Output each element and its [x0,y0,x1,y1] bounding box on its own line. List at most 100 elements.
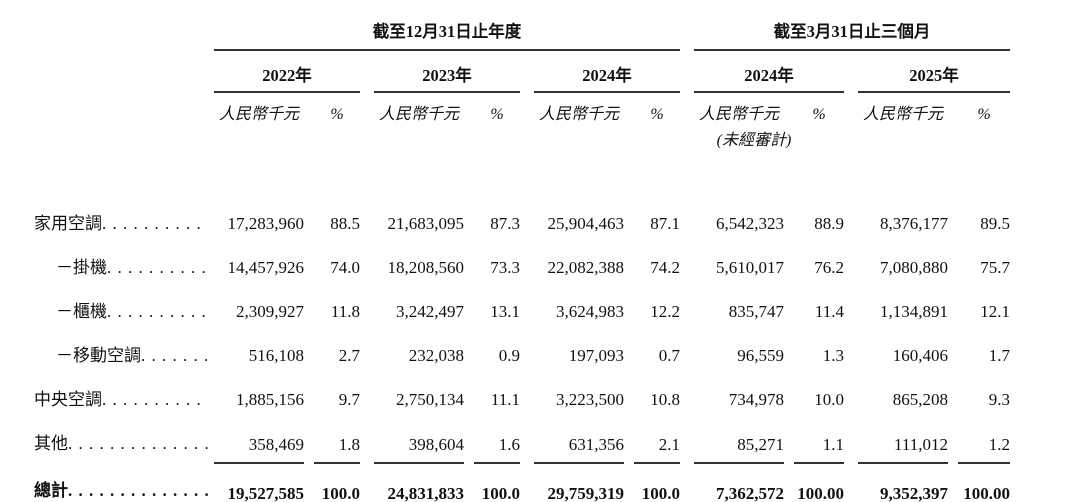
value-cell: 18,208,560 [387,258,465,277]
value-cell: 5,610,017 [716,258,784,277]
dot-leader [107,302,208,322]
value-cell: 160,406 [892,346,948,365]
value-cell: 3,223,500 [556,390,624,409]
year-column-header: 2023年 [374,50,520,93]
year-column-header: 2024年 [694,50,844,93]
percent-cell: 1.7 [988,346,1011,365]
row-label: －掛機 [56,258,107,277]
percent-cell: 74.0 [330,258,360,277]
percent-cell: 9.7 [338,390,360,409]
percent-cell: 88.5 [330,214,360,233]
total-row: 總計 19,527,585 100.0 24,831,833 100.0 29,759,3… [34,463,1011,502]
row-label: 中央空調 [34,390,102,409]
unaudited-note: (未經審計) [716,132,792,149]
value-cell: 17,283,960 [227,214,305,233]
percent-header: % [330,106,344,123]
value-cell: 14,457,926 [227,258,305,277]
dot-leader [141,346,208,366]
value-cell: 85,271 [694,419,784,464]
currency-unit-header: 人民幣千元 [862,106,943,123]
percent-cell: 2.7 [338,346,360,365]
unit-header-row: 人民幣千元 % 人民幣千元 % 人民幣千元 % 人民幣千元 % 人民幣千元 % [34,92,1010,124]
value-cell: 3,242,497 [396,302,464,321]
percent-cell: 100.0 [474,463,520,502]
percent-cell: 76.2 [814,258,844,277]
percent-cell: 87.1 [650,214,680,233]
percent-cell: 88.9 [814,214,844,233]
value-cell: 7,362,572 [694,463,784,502]
percent-cell: 1.6 [474,419,520,464]
table-row: －掛機 14,457,926 74.0 18,208,560 73.3 22,082,38… [34,243,1010,287]
year-column-header: 2025年 [858,50,1011,93]
currency-unit-header: 人民幣千元 [378,106,459,123]
table-body: 家用空調 17,283,960 88.5 21,683,095 87.3 25,904,4… [34,199,1011,502]
currency-unit-header: 人民幣千元 [538,106,619,123]
percent-cell: 11.1 [490,390,520,409]
table-row: －移動空調 516,108 2.7 232,038 0.9 197,093 0.7 96,55… [34,331,1010,375]
percent-cell: 1.8 [314,419,360,464]
table-row: 家用空調 17,283,960 88.5 21,683,095 87.3 25,904,4… [34,199,1010,243]
value-cell: 516,108 [248,346,304,365]
table-row: 其他358,4691.8398,6041.6631,3562.185,2711.… [34,419,1011,464]
row-label: －櫃機 [56,302,107,321]
percent-cell: 100.00 [794,463,844,502]
dot-leader [68,481,208,501]
value-cell: 96,559 [737,346,784,365]
percent-cell: 0.9 [498,346,520,365]
period-group-title-annual: 截至12月31日止年度 [214,16,680,51]
value-cell: 835,747 [728,302,784,321]
value-cell: 3,624,983 [556,302,624,321]
percent-cell: 12.2 [650,302,680,321]
period-group-title-quarter: 截至3月31日止三個月 [694,16,1011,51]
percent-cell: 2.1 [634,419,680,464]
value-cell: 19,527,585 [214,463,304,502]
percent-cell: 1.3 [822,346,844,365]
value-cell: 111,012 [858,419,948,464]
percent-cell: 100.0 [314,463,360,502]
value-cell: 7,080,880 [880,258,948,277]
row-label: 其他 [34,434,68,453]
percent-cell: 74.2 [650,258,680,277]
value-cell: 865,208 [892,390,948,409]
value-cell: 631,356 [534,419,624,464]
percent-header: % [977,106,991,123]
value-cell: 232,038 [408,346,464,365]
value-cell: 734,978 [728,390,784,409]
percent-cell: 10.0 [814,390,844,409]
value-cell: 8,376,177 [880,214,948,233]
percent-cell: 87.3 [490,214,520,233]
value-cell: 398,604 [374,419,464,464]
percent-cell: 9.3 [988,390,1011,409]
percent-header: % [490,106,504,123]
value-cell: 2,750,134 [396,390,464,409]
year-header-row: 2022年 2023年 2024年 2024年 2025年 [34,50,1011,93]
percent-header: % [650,106,664,123]
percent-cell: 75.7 [980,258,1011,277]
percent-cell: 1.2 [958,419,1011,464]
percent-cell: 100.00 [958,463,1011,502]
value-cell: 9,352,397 [858,463,948,502]
percent-cell: 12.1 [980,302,1011,321]
percent-header: % [812,106,826,123]
unaudited-note-row: (未經審計) [34,124,1010,152]
value-cell: 29,759,319 [534,463,624,502]
year-column-header: 2022年 [214,50,360,93]
percent-cell: 100.0 [634,463,680,502]
value-cell: 358,469 [214,419,304,464]
row-label: 家用空調 [34,214,102,233]
dot-leader [68,434,208,454]
period-group-row: 截至12月31日止年度 截至3月31日止三個月 [34,16,1011,51]
table-row: －櫃機 2,309,927 11.8 3,242,497 13.1 3,624,983 12… [34,287,1010,331]
percent-cell: 10.8 [650,390,680,409]
currency-unit-header: 人民幣千元 [698,106,779,123]
percent-cell: 11.8 [330,302,360,321]
value-cell: 1,885,156 [236,390,304,409]
percent-cell: 11.4 [814,302,844,321]
percent-cell: 1.1 [794,419,844,464]
percent-cell: 89.5 [980,214,1011,233]
value-cell: 24,831,833 [374,463,464,502]
revenue-breakdown-table: 截至12月31日止年度 截至3月31日止三個月 2022年 2023年 2024… [34,16,1011,502]
dot-leader [102,214,208,234]
currency-unit-header: 人民幣千元 [218,106,299,123]
